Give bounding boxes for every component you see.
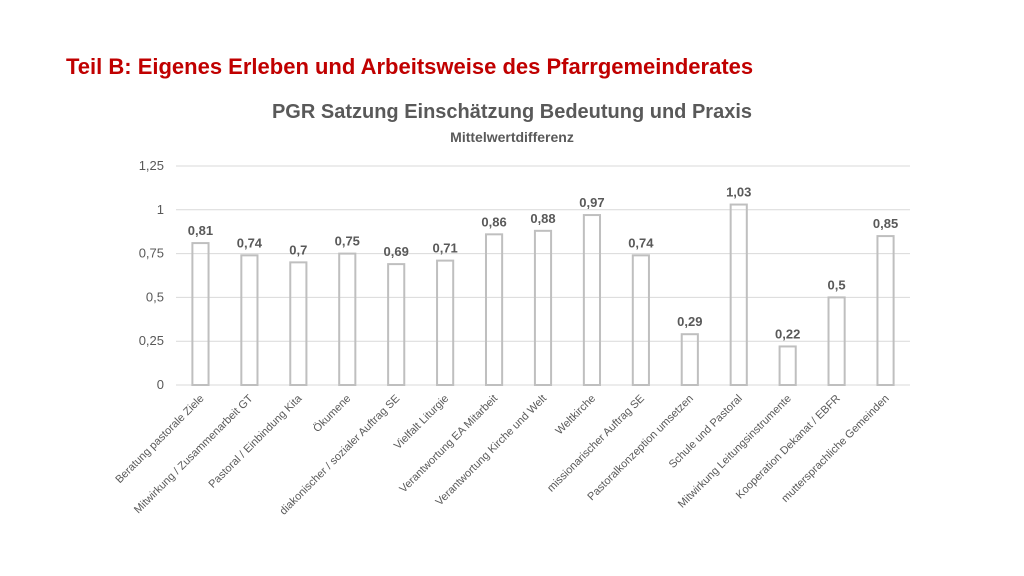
data-label: 1,03	[726, 185, 751, 200]
bar	[191, 242, 210, 386]
bar	[436, 259, 455, 386]
category-label: Pastoral / Einbindung Kita	[206, 392, 305, 491]
bar	[533, 229, 553, 386]
bar	[778, 345, 797, 386]
y-tick-label: 0,25	[139, 333, 164, 348]
category-label: missionarischer Auftrag SE	[545, 393, 647, 495]
category-label: Beratung pastorale Ziele	[113, 393, 206, 486]
y-tick-label: 1	[157, 202, 164, 217]
chart-title: PGR Satzung Einschätzung Bedeutung und P…	[272, 101, 752, 123]
y-tick-label: 0,5	[146, 289, 164, 304]
data-label: 0,86	[481, 214, 506, 229]
bar	[289, 261, 308, 386]
data-label: 0,81	[188, 223, 213, 238]
category-label: muttersprachliche Gemeinden	[779, 393, 891, 505]
grid-lines	[176, 165, 910, 386]
data-label: 0,74	[237, 235, 263, 250]
category-label: Ökumene	[311, 393, 353, 435]
data-label: 0,69	[384, 244, 409, 259]
data-label: 0,5	[828, 277, 846, 292]
category-label: Weltkirche	[553, 393, 598, 438]
bar	[631, 254, 650, 386]
category-label: Kooperation Dekanat / EBFR	[734, 393, 843, 502]
bar	[876, 235, 895, 386]
slide-heading: Teil B: Eigenes Erleben und Arbeitsweise…	[66, 54, 754, 79]
y-axis-ticks: 0 0,25 0,5 0,75 1 1,25	[139, 158, 164, 392]
category-label: Verantwortung EA Mitarbeit	[397, 393, 500, 496]
data-label: 0,88	[530, 211, 555, 226]
bar	[582, 214, 602, 386]
bar	[680, 333, 699, 386]
bar	[240, 254, 259, 386]
bars	[191, 203, 895, 386]
data-label: 0,22	[775, 326, 800, 341]
data-label: 0,74	[628, 235, 654, 250]
category-label: Pastoralkonzeption umsetzen	[585, 393, 696, 504]
y-tick-label: 1,25	[139, 158, 164, 173]
data-label: 0,7	[289, 242, 307, 257]
chart-subtitle: Mittelwertdifferenz	[450, 129, 574, 145]
y-tick-label: 0	[157, 377, 164, 392]
bar	[729, 203, 748, 386]
data-label: 0,75	[335, 234, 360, 249]
data-label: 0,29	[677, 314, 702, 329]
bar	[338, 252, 357, 386]
y-tick-label: 0,75	[139, 246, 164, 261]
bar	[827, 296, 846, 386]
data-labels: 0,81 0,74 0,7 0,75 0,69 0,71 0,86 0,88 0,97 0,74 0…	[188, 185, 898, 342]
bar	[484, 233, 504, 386]
data-label: 0,71	[432, 241, 457, 256]
data-label: 0,85	[873, 216, 898, 231]
bar	[387, 263, 406, 386]
data-label: 0,97	[579, 195, 604, 210]
